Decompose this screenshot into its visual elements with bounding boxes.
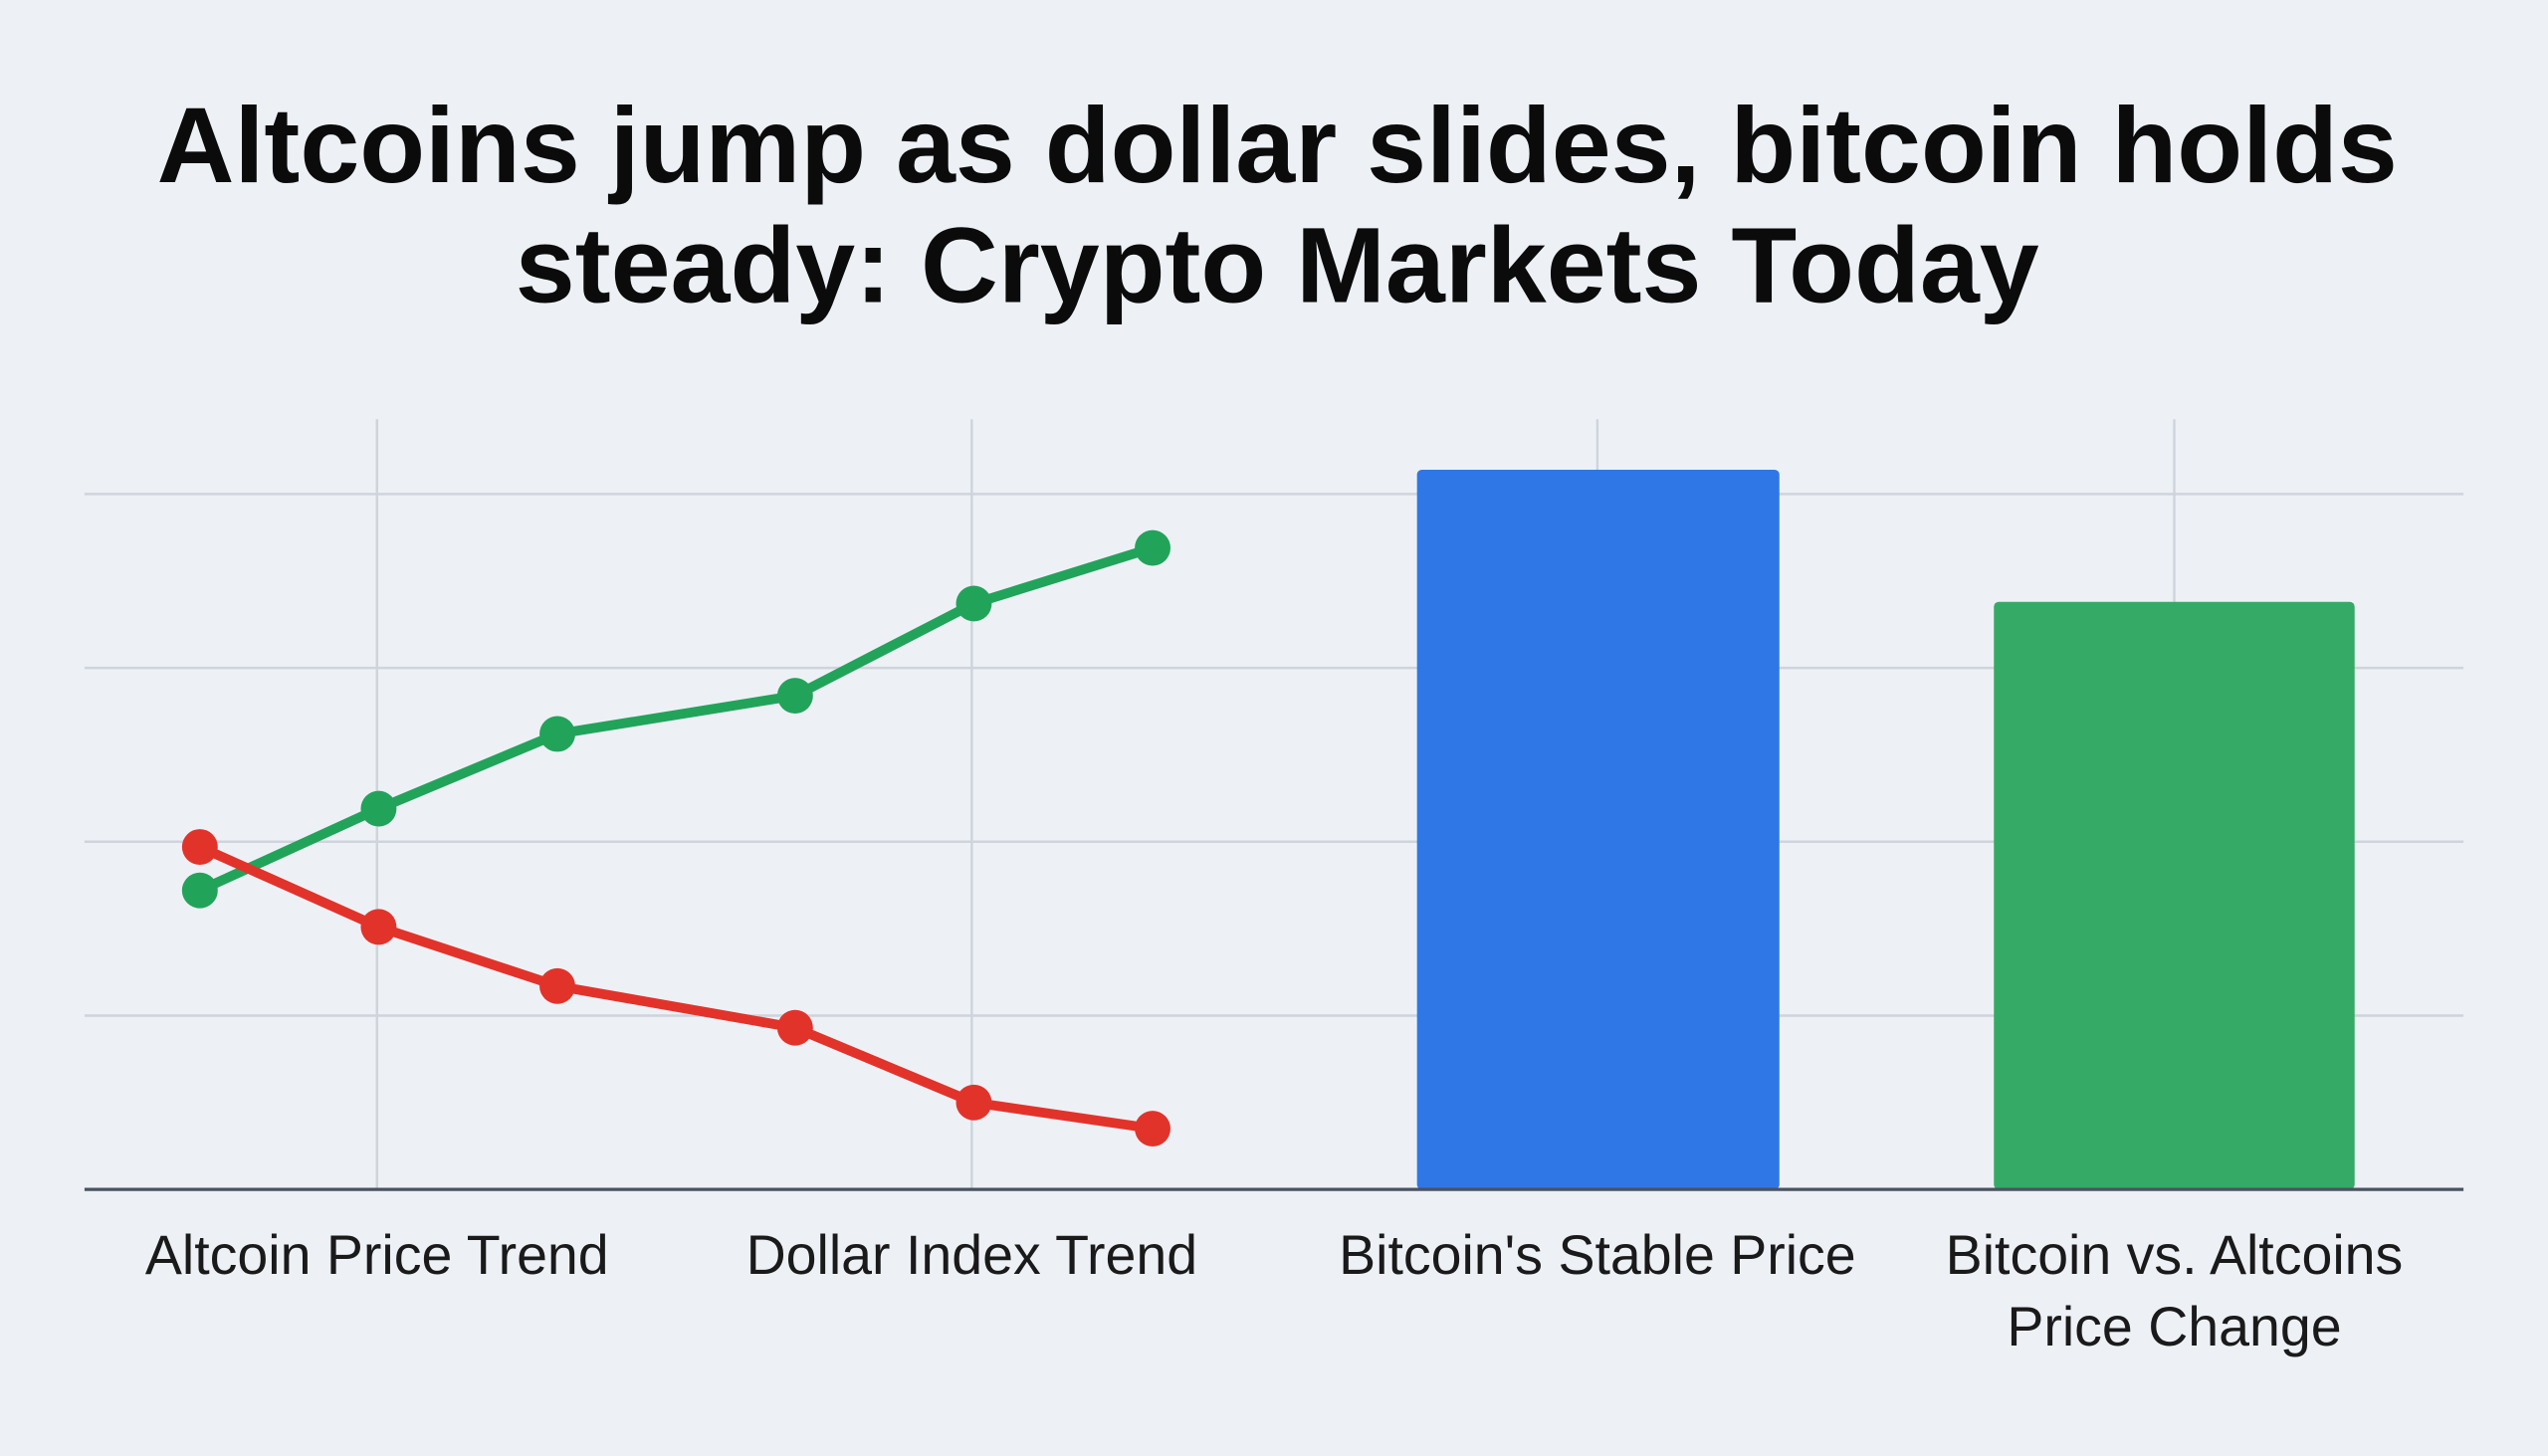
data-point — [1135, 1111, 1170, 1146]
lines — [181, 529, 1170, 1146]
category-label-bitcoin-stable: Bitcoin's Stable Price — [1339, 1224, 1856, 1286]
bars — [1416, 469, 2355, 1190]
category-label-btc-vs-alts-1: Bitcoin vs. Altcoins — [1946, 1224, 2404, 1286]
series-line — [197, 542, 1155, 896]
chart-title-line-2: steady: Crypto Markets Today — [516, 205, 2039, 325]
category-label-btc-vs-alts-2: Price Change — [2007, 1296, 2341, 1357]
data-point — [1135, 529, 1170, 566]
bar — [1416, 469, 1780, 1190]
data-point — [539, 967, 575, 1004]
data-point — [181, 872, 218, 909]
data-point — [956, 1084, 992, 1121]
category-label-dollar-index: Dollar Index Trend — [746, 1224, 1197, 1286]
chart-title-line-1: Altcoins jump as dollar slides, bitcoin … — [157, 85, 2398, 205]
data-point — [776, 1009, 813, 1046]
data-point — [956, 585, 992, 622]
data-point — [360, 790, 397, 827]
category-label-altcoin-trend: Altcoin Price Trend — [145, 1224, 609, 1286]
data-point — [539, 716, 575, 752]
data-point — [181, 829, 218, 865]
bar — [1994, 601, 2355, 1190]
data-point — [360, 909, 397, 945]
data-point — [776, 678, 813, 715]
series-line — [197, 842, 1154, 1134]
